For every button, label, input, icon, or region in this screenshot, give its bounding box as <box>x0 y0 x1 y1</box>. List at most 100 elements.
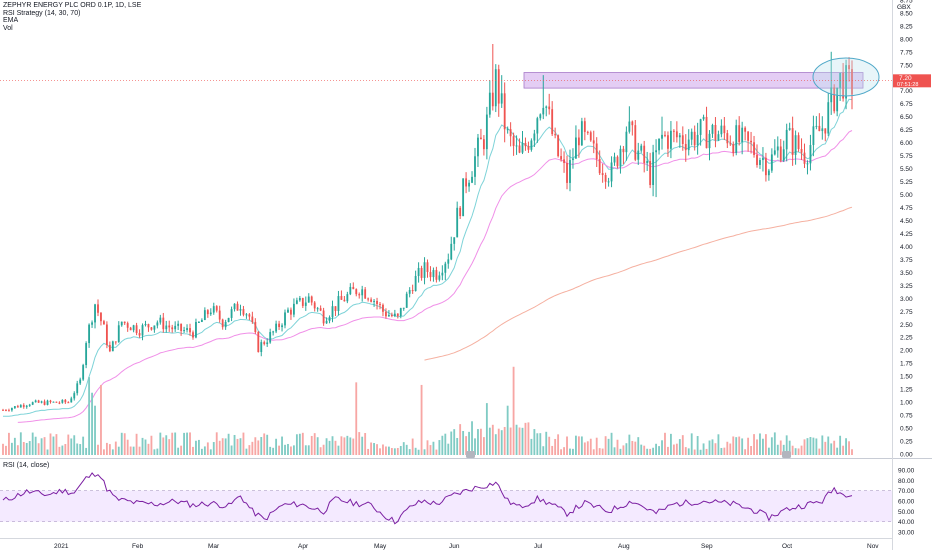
candle-body <box>652 152 655 186</box>
volume-bar <box>88 377 91 455</box>
highlight-ellipse[interactable] <box>812 57 880 97</box>
volume-bar <box>661 440 663 455</box>
time-tick-label: Aug <box>618 543 630 550</box>
volume-bar <box>762 438 764 455</box>
volume-bar <box>800 445 803 455</box>
candle-body <box>221 319 224 328</box>
candle-body <box>64 399 67 403</box>
volume-bar <box>251 441 254 455</box>
volume-bar <box>776 444 779 455</box>
candle-body <box>821 128 824 132</box>
candle-body <box>334 306 337 312</box>
volume-bar <box>183 432 186 455</box>
candle-body <box>456 207 459 238</box>
candle-body <box>242 309 245 315</box>
candle-body <box>462 178 465 217</box>
volume-bar <box>759 433 761 455</box>
price-tick-label: 4.50 <box>900 218 913 225</box>
volume-bar <box>13 437 16 455</box>
volume-bar <box>658 446 660 455</box>
price-tick-label: 2.75 <box>900 309 913 316</box>
price-tick-label: 5.25 <box>900 179 913 186</box>
candle-body <box>28 404 31 406</box>
candle-body <box>355 289 358 295</box>
volume-bar <box>527 422 530 455</box>
volume-bar <box>607 438 610 455</box>
candle-body <box>471 176 473 183</box>
volume-bar <box>390 447 393 455</box>
candle-body <box>215 306 218 311</box>
volume-bar <box>604 436 607 455</box>
volume-bar <box>675 443 678 455</box>
price-tick-label: 3.75 <box>900 257 913 264</box>
candle-body <box>58 402 61 404</box>
candle-body <box>364 289 367 299</box>
volume-bar <box>337 445 340 455</box>
price-tick-label: 3.00 <box>900 296 913 303</box>
candle-body <box>192 332 194 338</box>
volume-bar <box>655 443 657 455</box>
rsi-tick-label: 40.00 <box>898 519 915 526</box>
candle-body <box>88 324 91 344</box>
candle-body <box>123 321 126 324</box>
candle-body <box>313 302 316 309</box>
volume-bar <box>120 432 123 455</box>
volume-bar <box>628 434 631 455</box>
candle-body <box>94 304 96 323</box>
volume-bar <box>370 442 373 455</box>
candle-body <box>292 303 295 315</box>
candle-body <box>566 162 568 183</box>
volume-bar <box>693 449 696 455</box>
event-marker-icon[interactable] <box>466 451 475 458</box>
volume-bar <box>723 447 726 455</box>
volume-bar <box>129 446 132 455</box>
candle-body <box>485 114 488 150</box>
volume-bar <box>144 439 147 455</box>
volume-bar <box>845 438 847 455</box>
volume-bar <box>31 432 34 455</box>
candle-body <box>260 342 263 353</box>
volume-bar <box>717 434 720 455</box>
candle-body <box>212 306 215 313</box>
volume-bar <box>494 434 497 455</box>
volume-bar <box>753 434 755 455</box>
volume-bar <box>705 448 708 455</box>
volume-bar <box>569 448 571 455</box>
candle-body <box>114 341 117 343</box>
volume-bar <box>203 446 206 455</box>
volume-bar <box>667 446 669 455</box>
candle-body <box>331 306 334 318</box>
volume-bar <box>773 432 776 455</box>
candle-body <box>183 330 186 332</box>
event-marker-icon[interactable] <box>782 451 791 458</box>
volume-bar <box>195 440 197 455</box>
volume-bar <box>646 448 649 455</box>
candle-body <box>31 402 34 405</box>
volume-bar <box>441 435 444 455</box>
volume-bar <box>159 432 162 455</box>
candle-body <box>411 290 414 292</box>
candle-body <box>272 331 275 333</box>
volume-bar <box>218 440 221 455</box>
volume-bar <box>429 445 432 455</box>
volume-bar <box>732 436 735 455</box>
candle-body <box>527 146 530 150</box>
candle-body <box>361 289 364 296</box>
volume-bar <box>747 437 750 455</box>
price-tick-label: 3.50 <box>900 270 913 277</box>
candle-body <box>177 323 180 326</box>
volume-bar <box>536 433 539 455</box>
candle-body <box>138 333 141 336</box>
candle-body <box>669 130 672 149</box>
time-tick-label: Jun <box>449 543 460 550</box>
volume-bar <box>756 439 758 455</box>
volume-bar <box>572 448 574 455</box>
volume-bar <box>304 445 307 455</box>
candle-body <box>539 114 542 119</box>
volume-bar <box>10 442 13 455</box>
volume-bar <box>111 449 114 455</box>
price-tick-label: 8.00 <box>900 36 913 43</box>
candle-body <box>601 173 604 176</box>
